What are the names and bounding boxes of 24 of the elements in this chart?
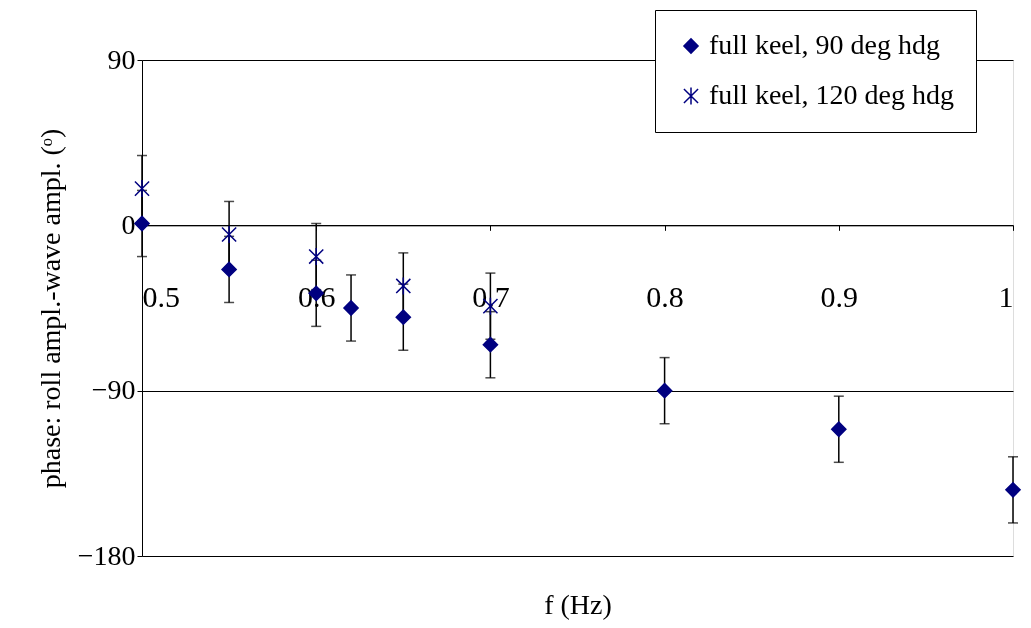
- y-axis-title: phase: roll ampl.-wave ampl. (ᵒ): [34, 128, 66, 489]
- y-tick-label: 0: [121, 208, 136, 240]
- point: [221, 225, 237, 244]
- point: [134, 215, 150, 232]
- point: [830, 421, 847, 438]
- legend-label: full keel, 120 deg hdg: [709, 79, 954, 110]
- y-tick-label: 90: [107, 43, 136, 75]
- x-axis-title: f (Hz): [544, 588, 612, 620]
- point: [134, 179, 150, 198]
- x-tick-label: 0.9: [820, 279, 859, 313]
- x-tick-label: 0.5: [142, 279, 180, 313]
- x-tick-label: 0.8: [646, 279, 684, 313]
- point: [1005, 482, 1021, 498]
- point: [221, 261, 237, 278]
- point: [656, 382, 673, 399]
- x-tick-label: 1: [998, 279, 1014, 313]
- y-tick-label: −180: [77, 539, 136, 571]
- y-tick-label: −90: [91, 374, 136, 406]
- point: [482, 336, 499, 353]
- point: [343, 300, 359, 316]
- point: [395, 276, 412, 296]
- legend-label: full keel, 90 deg hdg: [709, 29, 940, 60]
- point: [395, 309, 412, 326]
- point: [308, 247, 325, 266]
